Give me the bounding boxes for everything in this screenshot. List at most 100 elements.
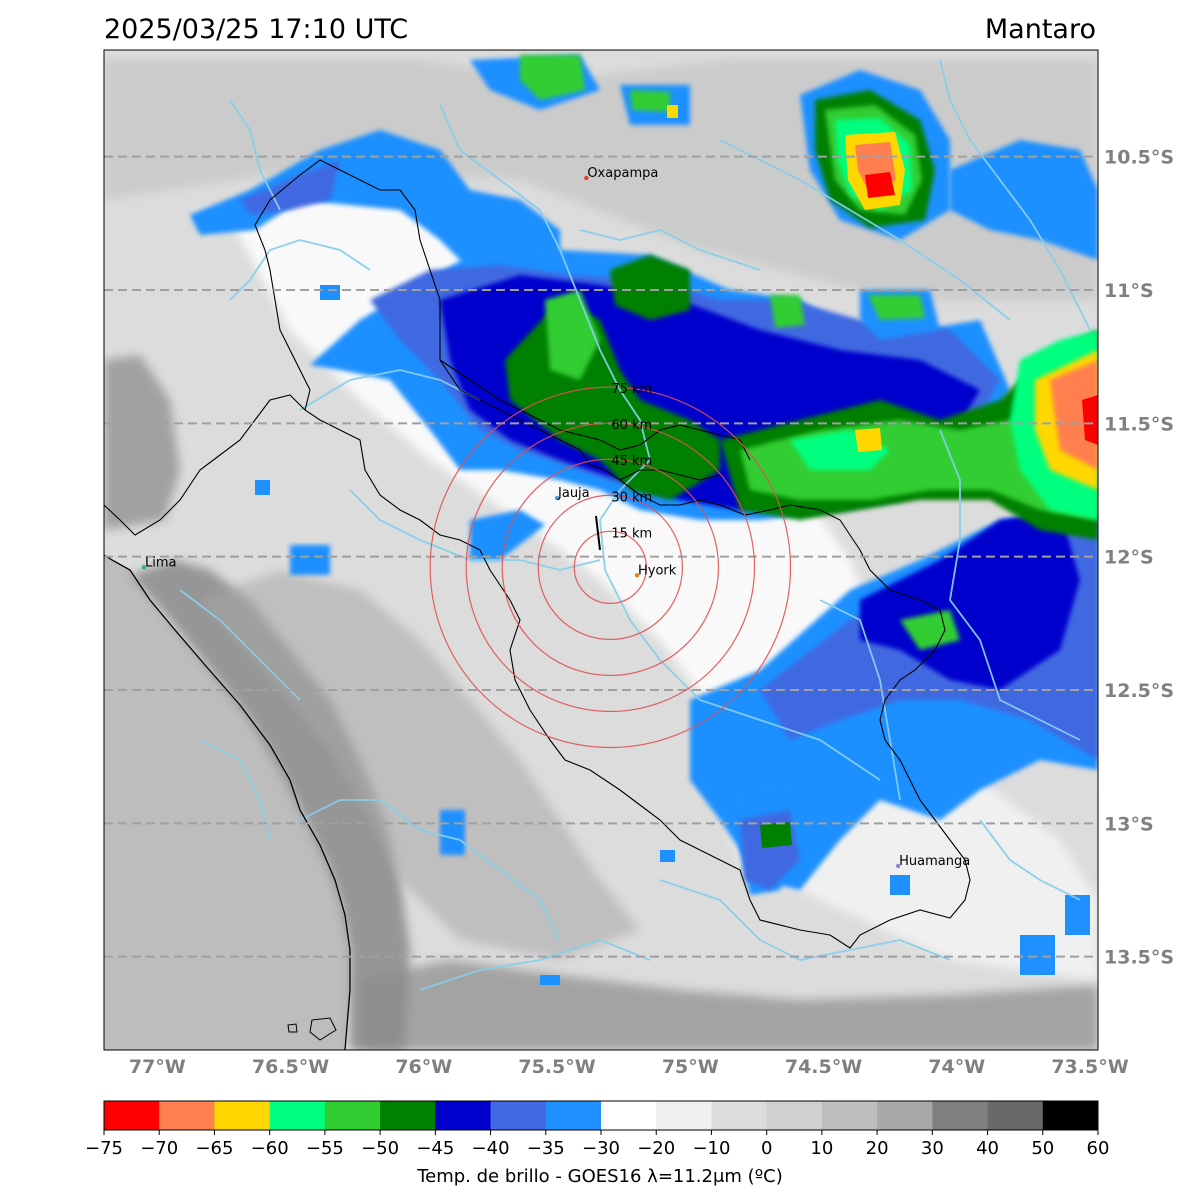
city-markers: Oxapampa Jauja Lima Hyork Huamanga	[141, 166, 970, 869]
region-border-lima	[104, 159, 971, 949]
lat-tick-label: 10.5°S	[1104, 147, 1174, 169]
lon-tick-label: 76°W	[395, 1056, 452, 1078]
colorbar-swatch	[656, 1101, 712, 1130]
island-2	[309, 1017, 337, 1041]
lat-tick-label: 13.5°S	[1104, 947, 1174, 969]
city-label: Huamanga	[899, 854, 970, 869]
coastline	[104, 554, 351, 1050]
radar-range-rings: 15 km 30 km 45 km 60 km 75 km	[429, 382, 792, 749]
cloud-limegreen-east	[740, 380, 1098, 520]
lon-tick-label: 74.5°W	[785, 1056, 862, 1078]
western-dark-terrain	[104, 355, 180, 530]
cloud-royalblue-north	[240, 160, 340, 215]
colorbar-swatch	[766, 1101, 823, 1130]
lon-tick-label: 77°W	[129, 1056, 186, 1078]
region-border-center	[619, 469, 721, 481]
cloud-lightblue-small-south	[440, 810, 465, 855]
colorbar-swatch	[877, 1101, 933, 1130]
city-dot	[634, 573, 640, 578]
colorbar-swatch	[1042, 1101, 1099, 1130]
lat-tick-label: 12.5°S	[1104, 680, 1174, 702]
colorbar-tick-label: −20	[637, 1138, 675, 1159]
lon-tick-label: 75°W	[662, 1056, 719, 1078]
colorbar-tick-label: 10	[810, 1138, 833, 1159]
cloud-gold-mid	[855, 428, 882, 452]
city-label: Jauja	[557, 486, 590, 501]
map-frame	[103, 49, 1099, 1051]
colorbar-swatch	[159, 1101, 215, 1130]
cloud-lightblue-small-west	[290, 545, 330, 575]
ocean-area	[104, 555, 350, 1050]
latitude-labels: 10.5°S 11°S 11.5°S 12°S 12.5°S 13°S 13.5°S	[1104, 147, 1174, 969]
colorbar-tick-label: −75	[85, 1138, 123, 1159]
lat-tick-label: 13°S	[1104, 813, 1154, 835]
region-title: Mantaro	[984, 14, 1096, 45]
colorbar-swatch	[821, 1101, 878, 1130]
lat-tick-label: 11.5°S	[1104, 413, 1174, 435]
cloud-north-cells-gold	[667, 105, 678, 118]
colorbar-tick-label: −50	[361, 1138, 399, 1159]
lon-tick-label: 73.5°W	[1051, 1056, 1128, 1078]
cloud-green-northcell	[610, 255, 690, 320]
colorbar-swatch	[601, 1101, 657, 1130]
radar-ring	[537, 494, 683, 641]
radar-ring	[429, 386, 792, 749]
colorbar-tick-label: −45	[416, 1138, 454, 1159]
rivers-layer	[179, 59, 1091, 991]
colorbar-swatch	[545, 1101, 602, 1130]
colorbar-swatch	[490, 1101, 547, 1130]
lon-tick-label: 74°W	[928, 1056, 985, 1078]
colorbar-swatch	[214, 1101, 271, 1130]
radar-ring-label: 15 km	[611, 526, 652, 541]
map-panel: 15 km 30 km 45 km 60 km 75 km Oxapampa Jauja L…	[104, 50, 1098, 1050]
city-dot	[895, 863, 901, 869]
colorbar-tick-label: −65	[195, 1138, 233, 1159]
cloud-mid-north-cells-green	[770, 295, 925, 328]
radar-ring-label: 30 km	[611, 490, 652, 505]
lon-tick-label: 75.5°W	[518, 1056, 595, 1078]
radar-ring	[501, 458, 720, 677]
cloud-darkblue-southeast	[860, 510, 1080, 690]
city-label: Hyork	[638, 563, 677, 578]
cloud-green-south-cell	[760, 822, 792, 848]
colorbar-tick-label: −35	[527, 1138, 565, 1159]
cloud-lightblue-east	[950, 140, 1098, 260]
colorbar-tick-label: −70	[140, 1138, 178, 1159]
longitude-labels: 77°W 76.5°W 76°W 75.5°W 75°W 74.5°W 74°W 73.5°W	[129, 1056, 1129, 1078]
cloud-limegreen-central	[545, 290, 600, 380]
radar-ring	[465, 422, 756, 713]
city-dot	[554, 495, 560, 501]
radar-ring-label: 75 km	[611, 382, 652, 397]
city-dot	[141, 565, 147, 570]
city-label: Oxapampa	[587, 166, 658, 181]
latitude-gridlines	[104, 155, 1098, 958]
radar-beam-line	[595, 515, 601, 551]
lat-tick-label: 12°S	[1104, 547, 1154, 569]
cloud-ne-cell-red	[865, 172, 895, 198]
region-border-north	[439, 359, 751, 461]
cloud-coral-east	[1050, 360, 1098, 470]
colorbar-tick-label: 60	[1087, 1138, 1110, 1159]
colorbar-tick-label: 20	[866, 1138, 889, 1159]
colorbar-tick-label: 0	[761, 1138, 772, 1159]
colorbar-swatch	[104, 1101, 160, 1130]
colorbar-tick-label: −10	[692, 1138, 730, 1159]
colorbar-tick-label: 40	[976, 1138, 999, 1159]
colorbar-swatch	[932, 1101, 989, 1130]
radar-ring	[573, 530, 647, 604]
cloud-north-cells-green	[520, 55, 670, 112]
lat-tick-label: 11°S	[1104, 280, 1154, 302]
radar-ring-label: 45 km	[611, 454, 652, 469]
colorbar-tick-label: 50	[1031, 1138, 1054, 1159]
city-label: Lima	[145, 555, 176, 570]
timestamp-title: 2025/03/25 17:10 UTC	[104, 14, 409, 45]
colorbar-swatch	[987, 1101, 1044, 1130]
colorbar-swatch	[380, 1101, 436, 1130]
island-1	[287, 1023, 298, 1033]
radar-ring-label: 60 km	[611, 418, 652, 433]
temperature-colorbar: −75 −70 −65 −60 −55 −50 −45 −40 −35 −30 −20 −10 0 10 2…	[85, 1100, 1110, 1159]
cloud-green-southeast-cells	[900, 610, 960, 650]
cloud-red-east	[1082, 395, 1098, 445]
colorbar-tick-label: −55	[306, 1138, 344, 1159]
